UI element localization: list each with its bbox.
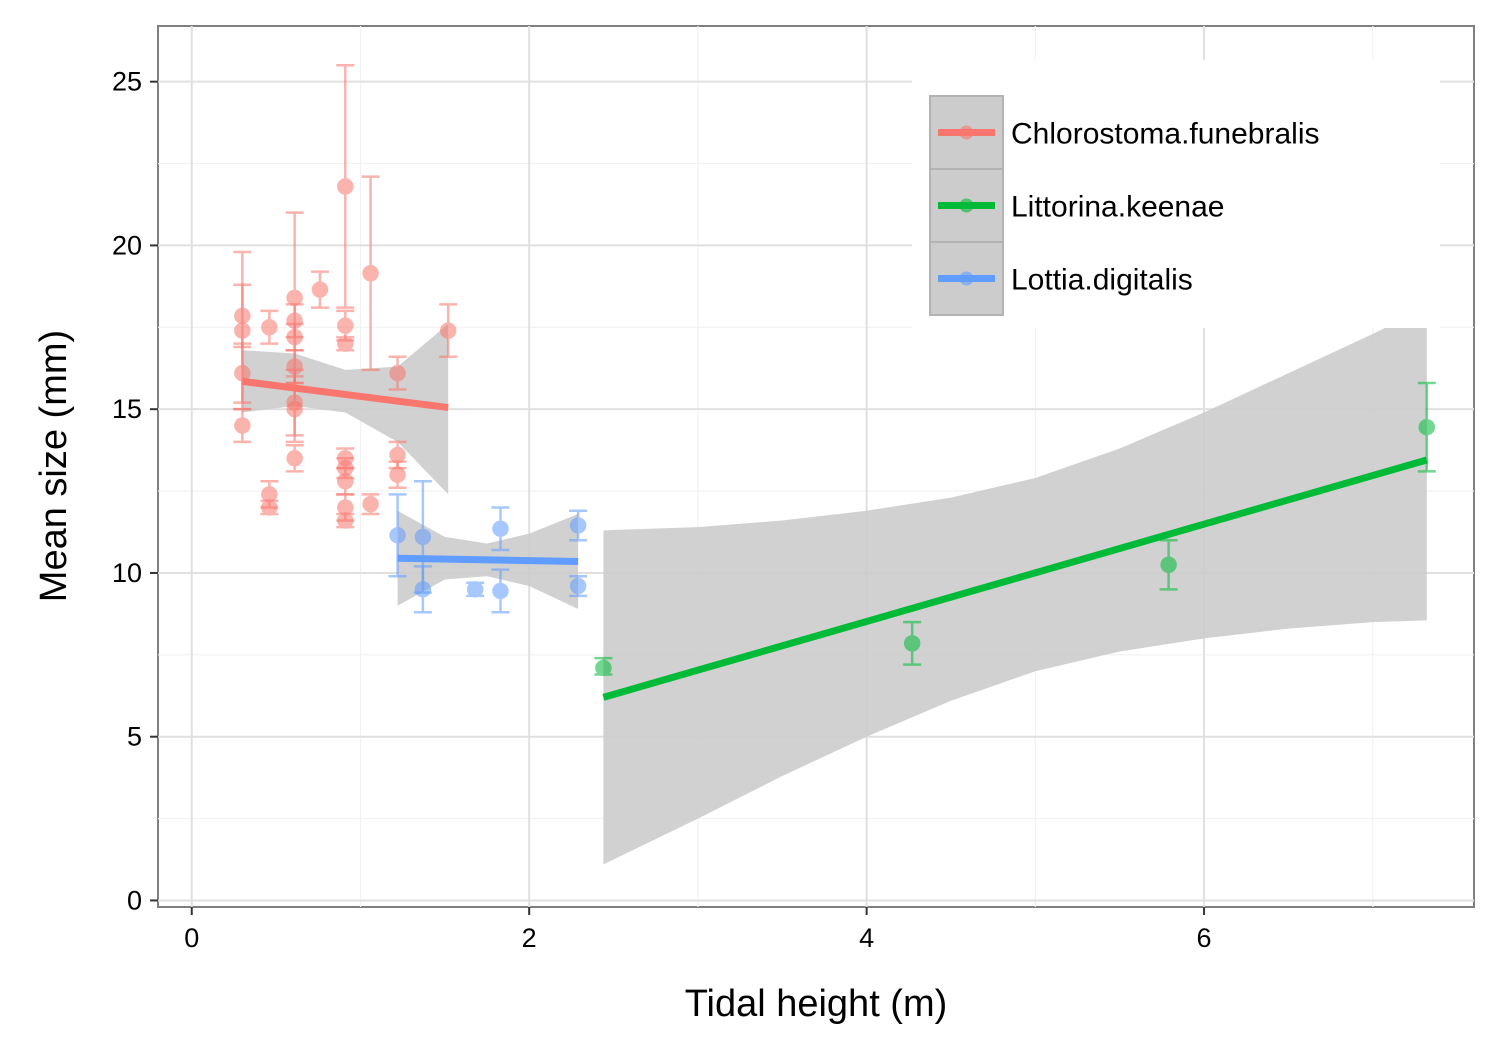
x-tick-label: 6 — [1197, 923, 1212, 953]
y-tick-label: 10 — [112, 558, 142, 588]
point-marker — [234, 417, 251, 434]
data-point — [903, 620, 922, 666]
x-tick-label: 0 — [184, 923, 199, 953]
x-tick-label: 4 — [859, 923, 874, 953]
data-points — [233, 64, 1436, 677]
x-tick-label: 2 — [522, 923, 537, 953]
data-point — [1159, 538, 1178, 591]
point-marker — [234, 364, 251, 382]
point-marker — [389, 466, 406, 483]
fit-line — [397, 554, 579, 565]
point-marker — [1418, 418, 1436, 436]
data-point — [594, 656, 613, 677]
point-marker — [439, 322, 457, 339]
legend-key-marker — [959, 271, 974, 286]
point-marker — [337, 472, 354, 490]
data-point — [336, 512, 355, 529]
point-marker — [337, 178, 354, 195]
data-point — [569, 509, 588, 542]
point-marker — [492, 520, 509, 537]
point-marker — [389, 364, 406, 382]
data-point — [310, 270, 329, 309]
legend-entry: Lottia.digitalis — [929, 241, 1193, 316]
data-point — [260, 499, 279, 516]
point-marker — [286, 289, 303, 307]
data-point — [413, 565, 432, 614]
data-point — [388, 355, 407, 391]
data-point — [233, 407, 252, 444]
point-marker — [286, 450, 303, 467]
point-marker — [286, 328, 303, 346]
legend: Chlorostoma.funebralis Littorina.keenae Lo… — [912, 60, 1440, 328]
data-point — [439, 303, 458, 359]
point-marker — [903, 635, 921, 652]
data-point — [388, 493, 407, 578]
data-point — [336, 309, 355, 342]
y-tick-label: 25 — [112, 67, 142, 97]
legend-label: Chlorostoma.funebralis — [1011, 118, 1319, 151]
legend-key-marker — [959, 198, 974, 213]
point-marker — [414, 528, 432, 546]
y-axis-title: Mean size (mm) — [33, 330, 75, 602]
point-marker — [337, 512, 354, 529]
point-marker — [389, 446, 406, 464]
data-point — [361, 493, 380, 516]
point-marker — [414, 581, 432, 598]
point-marker — [595, 659, 612, 677]
legend-key-marker — [959, 125, 974, 140]
point-marker — [1160, 556, 1177, 574]
point-marker — [466, 581, 484, 598]
point-marker — [261, 319, 278, 336]
data-point — [388, 460, 407, 490]
point-marker — [337, 335, 354, 352]
point-marker — [389, 527, 406, 544]
fit-line — [602, 456, 1428, 701]
data-point — [233, 342, 252, 404]
legend-entry: Littorina.keenae — [929, 168, 1225, 243]
y-tick-label: 0 — [127, 885, 142, 915]
point-marker — [311, 281, 329, 298]
y-tick-label: 15 — [112, 394, 142, 424]
point-marker — [362, 495, 379, 513]
fit-lines — [241, 377, 1428, 701]
data-point — [1417, 381, 1436, 473]
point-marker — [569, 517, 587, 534]
data-point — [466, 581, 485, 598]
point-marker — [261, 499, 278, 516]
data-point — [336, 64, 355, 309]
point-marker — [337, 317, 354, 334]
point-marker — [492, 582, 509, 600]
data-point — [569, 574, 588, 598]
confidence-band — [603, 307, 1427, 865]
data-point — [260, 309, 279, 345]
point-marker — [234, 322, 251, 339]
y-tick-label: 5 — [127, 722, 142, 752]
data-point — [361, 175, 380, 372]
data-point — [491, 506, 510, 552]
data-point — [336, 335, 355, 352]
axes: 0 2 4 6 0 5 10 15 20 25 — [112, 67, 1212, 953]
point-marker — [362, 265, 379, 282]
point-marker — [286, 400, 303, 418]
legend-label: Lottia.digitalis — [1011, 264, 1193, 297]
legend-entry: Chlorostoma.funebralis — [929, 95, 1319, 170]
fit-line — [241, 377, 449, 412]
y-tick-label: 20 — [112, 230, 142, 260]
data-point — [285, 443, 304, 473]
data-point — [491, 568, 510, 614]
legend-label: Littorina.keenae — [1011, 191, 1225, 224]
point-marker — [569, 577, 587, 595]
data-point — [285, 375, 304, 444]
x-axis-title: Tidal height (m) — [685, 983, 948, 1025]
